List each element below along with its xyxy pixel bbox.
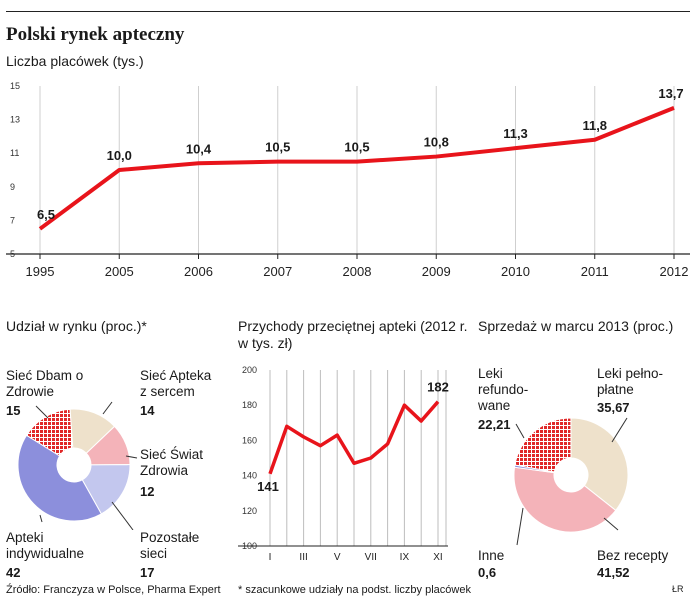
sales-value-refundowane: 22,21 <box>478 417 511 432</box>
main-x-tick-label: 1995 <box>26 264 55 279</box>
sales-value-pelnoplatne: 35,67 <box>597 400 630 415</box>
share-donut-chart <box>17 401 138 530</box>
rev-y-tick: 180 <box>242 400 257 410</box>
sales-slice-0 <box>514 417 572 473</box>
rev-x-tick-label: IX <box>400 552 410 563</box>
sales-slice-1 <box>570 417 629 512</box>
share-value-indywidualne: 42 <box>6 565 21 580</box>
main-y-tick: 11 <box>10 148 19 158</box>
share-leader-apteka <box>102 401 113 415</box>
sales-leader-bez-recepty <box>603 517 619 531</box>
main-y-tick: 13 <box>10 115 20 125</box>
credit: ŁR <box>672 584 684 594</box>
rev-x-tick-label: VII <box>365 552 377 563</box>
sales-label-refundowane: Leki refundo-wane <box>478 366 529 413</box>
share-leader-pozostale <box>111 501 134 530</box>
sales-donut-chart <box>513 417 629 546</box>
top-rule <box>6 11 690 12</box>
rev-x-tick-label: I <box>269 552 272 563</box>
share-leader-dbam <box>35 405 49 419</box>
sales-label-inne: Inne <box>478 548 505 563</box>
rev-start-label: 141 <box>257 479 279 494</box>
sales-leader-pelnoplatne <box>611 417 628 443</box>
sales-value-bez-recepty: 41,52 <box>597 565 630 580</box>
rev-y-tick: 200 <box>242 365 257 375</box>
main-x-tick-label: 2008 <box>343 264 372 279</box>
main-y-tick: 9 <box>10 182 15 192</box>
share-chart-title: Udział w rynku (proc.)* <box>6 318 147 334</box>
main-data-label: 13,7 <box>658 86 683 101</box>
page-title: Polski rynek apteczny <box>6 24 185 45</box>
rev-series-line <box>268 400 440 475</box>
revenue-chart-title: Przychody przeciętnej apteki (2012 r. w … <box>238 318 468 351</box>
sales-chart-title: Sprzedaż w marcu 2013 (proc.) <box>478 318 674 334</box>
main-data-label: 6,5 <box>37 207 55 222</box>
rev-y-tick: 140 <box>242 471 257 481</box>
sales-slice-2 <box>513 466 617 533</box>
main-y-tick: 7 <box>10 215 15 225</box>
share-value-apteka: 14 <box>140 403 155 418</box>
share-value-swiat: 12 <box>140 484 155 499</box>
rev-x-tick-label: XI <box>433 552 442 563</box>
share-label-dbam: Sieć Dbam o Zdrowie <box>6 368 84 399</box>
source-note: Źródło: Franczyza w Polsce, Pharma Exper… <box>6 584 221 596</box>
sales-label-bez-recepty: Bez recepty <box>597 548 669 563</box>
sales-leader-inne <box>516 507 524 546</box>
main-x-tick-label: 2012 <box>660 264 689 279</box>
share-label-swiat: Sieć Świat Zdrowia <box>140 447 204 478</box>
sales-slice-3 <box>513 464 555 474</box>
sales-value-inne: 0,6 <box>478 565 497 580</box>
main-data-label: 10,4 <box>186 141 212 156</box>
rev-y-tick: 160 <box>242 435 257 445</box>
main-data-label: 10,5 <box>265 140 290 155</box>
share-label-pozostale: Pozostałe sieci <box>140 530 200 561</box>
main-x-tick-label: 2010 <box>501 264 530 279</box>
sales-label-pelnoplatne: Leki pełno-płatne <box>597 366 664 397</box>
footnote: * szacunkowe udziały na podst. liczby pl… <box>238 584 471 596</box>
sales-leader-refundowane <box>515 423 525 439</box>
share-label-apteka: Sieć Apteka z sercem <box>140 368 212 399</box>
share-leader-swiat <box>125 455 138 459</box>
share-value-pozostale: 17 <box>140 565 155 580</box>
main-data-label: 10,0 <box>107 148 132 163</box>
rev-y-tick: 120 <box>242 506 257 516</box>
main-x-tick-label: 2007 <box>263 264 292 279</box>
main-x-tick-label: 2005 <box>105 264 134 279</box>
main-y-tick: 15 <box>10 81 20 91</box>
main-data-label: 11,3 <box>503 126 528 141</box>
share-leader-indywidualne <box>39 514 43 523</box>
share-slice-4 <box>17 434 103 522</box>
share-label-indywidualne: Apteki indywidualne <box>6 530 85 561</box>
main-data-label: 11,8 <box>582 118 607 133</box>
share-value-dbam: 15 <box>6 403 21 418</box>
main-data-label: 10,5 <box>344 140 369 155</box>
main-data-label: 10,8 <box>424 135 449 150</box>
rev-end-label: 182 <box>427 380 449 395</box>
main-x-tick-label: 2011 <box>581 264 609 279</box>
main-chart-subtitle: Liczba placówek (tys.) <box>6 53 144 69</box>
main-series-line <box>38 105 675 231</box>
rev-x-tick-label: III <box>299 552 307 563</box>
main-x-tick-label: 2009 <box>422 264 451 279</box>
main-x-tick-label: 2006 <box>184 264 213 279</box>
rev-x-tick-label: V <box>334 552 341 563</box>
